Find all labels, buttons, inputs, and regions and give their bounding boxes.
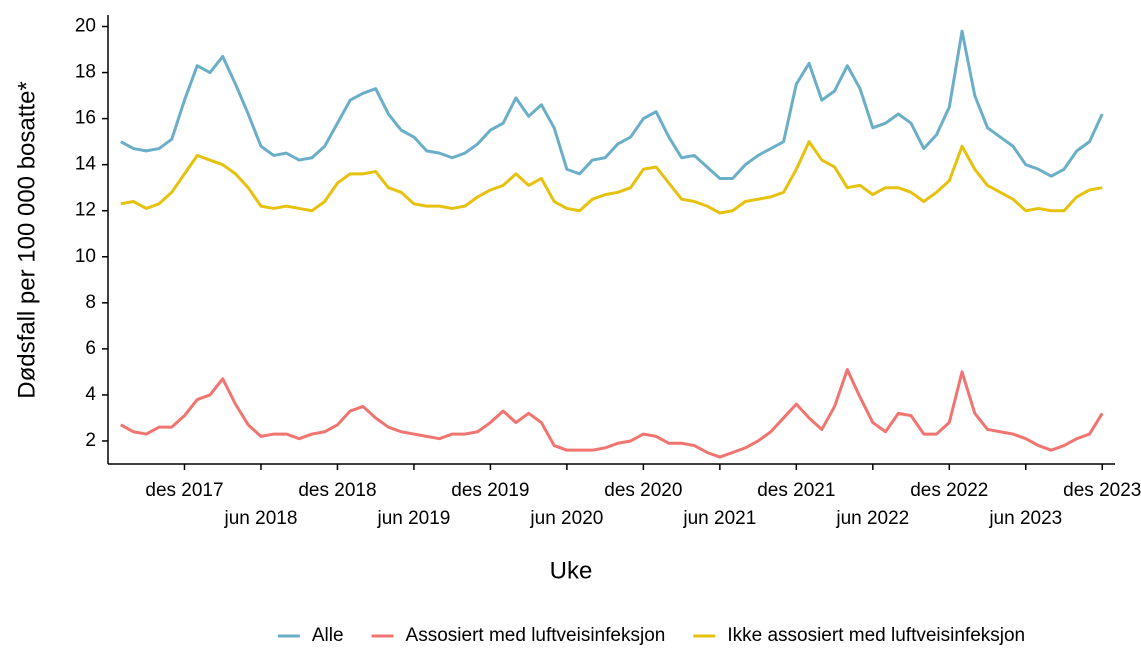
x-tick-label: jun 2018 xyxy=(224,508,298,529)
y-tick-label: 18 xyxy=(75,62,96,83)
y-tick-label: 16 xyxy=(75,108,96,129)
y-tick-label: 4 xyxy=(85,384,96,405)
series-line xyxy=(120,140,1103,215)
y-tick-label: 8 xyxy=(85,292,96,313)
legend-label: Assosiert med luftveisinfeksjon xyxy=(406,625,666,646)
series-line xyxy=(120,29,1104,180)
x-tick-label: des 2021 xyxy=(757,480,835,501)
x-tick-label: jun 2021 xyxy=(682,508,756,529)
y-tick-label: 2 xyxy=(85,430,96,451)
x-tick-label: jun 2019 xyxy=(376,508,450,529)
y-axis-title: Dødsfall per 100 000 bosatte* xyxy=(13,81,40,399)
legend-label: Ikke assosiert med luftveisinfeksjon xyxy=(727,625,1025,646)
y-tick-label: 14 xyxy=(75,154,97,175)
y-tick-label: 6 xyxy=(85,338,96,359)
y-tick-label: 20 xyxy=(75,16,96,37)
x-axis-title: Uke xyxy=(550,557,593,584)
x-tick-label: des 2018 xyxy=(298,480,376,501)
x-tick-label: des 2017 xyxy=(145,480,223,501)
x-tick-label: jun 2023 xyxy=(988,508,1062,529)
legend-label: Alle xyxy=(312,625,344,646)
x-tick-label: des 2022 xyxy=(910,480,988,501)
y-tick-label: 10 xyxy=(75,246,96,267)
x-tick-label: des 2019 xyxy=(451,480,529,501)
x-tick-label: jun 2022 xyxy=(835,508,909,529)
x-tick-label: des 2023 xyxy=(1063,480,1141,501)
series-line xyxy=(120,368,1104,459)
x-tick-label: des 2020 xyxy=(604,480,682,501)
y-tick-label: 12 xyxy=(75,200,96,221)
x-tick-label: jun 2020 xyxy=(529,508,603,529)
